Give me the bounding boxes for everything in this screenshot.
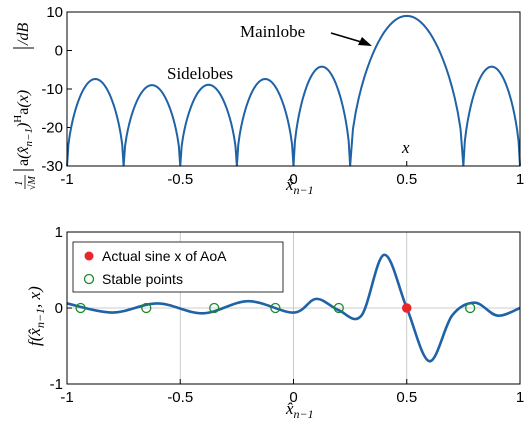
bottom-xlabel-sub: n−1 [294, 407, 314, 421]
top-xlabel-main: x̂ [285, 175, 294, 194]
top-plot-area [67, 12, 520, 166]
legend-actual-marker [84, 251, 94, 261]
bottom-ytick-label: 1 [55, 224, 63, 241]
bottom-ylabel-sub: n−1 [33, 308, 47, 328]
top-ytick-label: -10 [41, 81, 63, 98]
top-xtick-label: -0.5 [167, 171, 193, 188]
legend-actual-label: Actual sine x of AoA [102, 248, 227, 264]
stable-point-marker [270, 302, 281, 314]
bottom-ylabel-text: f(x̂n−1, x) [25, 286, 47, 346]
bottom-xtick-label: -1 [60, 389, 73, 406]
bottom-xlabel-main: x̂ [285, 399, 294, 418]
bottom-ylabel-rest: , x) [25, 286, 44, 308]
bottom-ylabel: f(x̂n−1, x) [25, 286, 47, 346]
bottom-ylabel-f: f [25, 339, 44, 346]
bottom-xtick-label: -0.5 [167, 389, 193, 406]
top-ylabel-unit: /dB [15, 23, 32, 46]
stable-point-marker [75, 302, 86, 314]
top-ylabel-sub1: n−1 [23, 128, 35, 146]
top-ylabel-a1: a [15, 159, 32, 166]
top-ylabel-sup: H [12, 115, 24, 123]
bottom-markers [75, 302, 476, 314]
top-ytick-label: 10 [46, 4, 63, 21]
top-ylabel-close1: ) [15, 123, 32, 129]
top-ylabel-frac-den: √M [27, 176, 38, 190]
x-marker-label: x [401, 138, 410, 157]
actual-point-marker [401, 303, 412, 313]
top-xlabel-sub: n−1 [294, 183, 314, 197]
top-xlabel: x̂n−1 [285, 175, 314, 197]
legend-stable-label: Stable points [102, 271, 183, 287]
bottom-ytick-label: 0 [55, 300, 63, 317]
top-xtick-label: 0.5 [396, 171, 417, 188]
top-xtick-label: 1 [516, 171, 524, 188]
bottom-xlabel: x̂n−1 [285, 399, 314, 421]
top-ytick-label: -30 [41, 158, 63, 175]
top-ylabel-frac-num: 1 [13, 181, 25, 187]
bottom-ylabel-arg: (x̂ [25, 328, 44, 342]
top-ylabel: 1 √M a(x̂n−1)Ha(x) /dB [12, 23, 38, 190]
top-ylabel-arg2: (x) [15, 90, 32, 108]
legend-stable-marker [83, 273, 95, 285]
top-ylabel-arg1: (x̂ [15, 146, 32, 158]
top-beampattern-curve [66, 14, 521, 167]
bottom-axes-box [66, 231, 521, 385]
stable-point-marker [141, 302, 152, 314]
mainlobe-label: Mainlobe [240, 22, 305, 41]
bottom-ytick-label: -1 [50, 376, 63, 393]
stable-point-marker [465, 302, 476, 314]
bottom-f-curve [66, 253, 521, 363]
bottom-xtick-label: 1 [516, 389, 524, 406]
top-panel: -1 -0.5 0 0.5 1 10 0 -10 -20 -30 Mainlobe Sidelob… [12, 4, 524, 197]
mainlobe-arrow-head [358, 37, 372, 46]
sidelobes-label: Sidelobes [167, 64, 233, 83]
bottom-xtick-label: 0 [289, 389, 297, 406]
stable-point-marker [209, 302, 220, 314]
top-xtick-label: 0 [289, 171, 297, 188]
top-ylabel-body: a(x̂n−1)Ha(x) [12, 90, 35, 166]
top-ylabel-a2: a [15, 108, 32, 115]
bottom-xtick-label: 0.5 [396, 389, 417, 406]
legend: Actual sine x of AoA Stable points [72, 241, 284, 293]
bottom-panel: -1 -0.5 0 0.5 1 1 0 -1 Actual sine x of AoA Sta… [25, 224, 524, 421]
top-axes-box [66, 11, 521, 167]
top-ytick-label: -20 [41, 120, 63, 137]
top-xtick-label: -1 [60, 171, 73, 188]
legend-box [72, 241, 284, 293]
stable-point-marker [333, 302, 344, 314]
top-ytick-label: 0 [55, 43, 63, 60]
